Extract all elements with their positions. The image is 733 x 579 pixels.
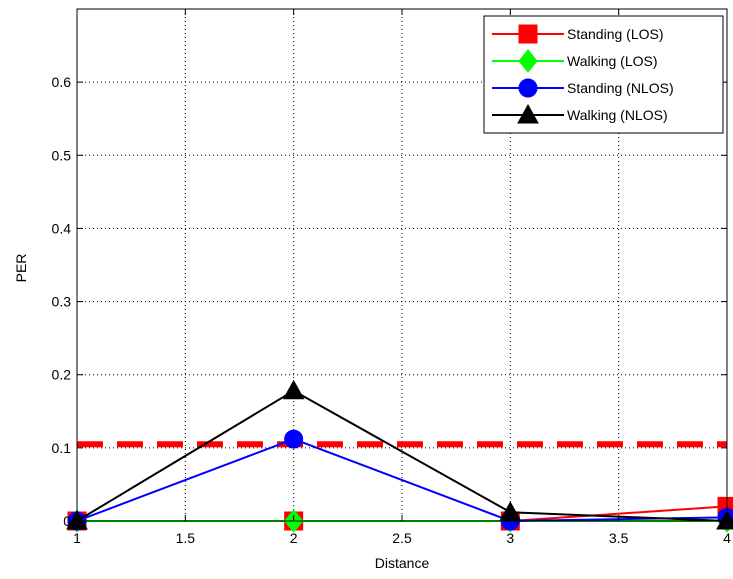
y-tick-label: 0.3 [52,294,72,310]
legend-marker [518,49,538,73]
y-tick-label: 0.4 [52,220,72,236]
legend-entry: Standing (NLOS) [492,78,674,98]
x-tick-label: 1 [73,530,81,546]
legend-label: Standing (LOS) [567,26,664,42]
y-tick-label: 0 [63,513,71,529]
x-tick-label: 1.5 [176,530,196,546]
legend-marker [518,24,538,44]
legend-label: Walking (LOS) [567,53,658,69]
data-point-marker [716,509,733,530]
legend: Standing (LOS) Walking (LOS) Standing (NLO… [483,15,724,134]
x-axis-label: Distance [375,555,430,571]
x-tick-label: 2 [290,530,298,546]
legend-entry: Standing (LOS) [492,24,664,44]
legend-marker [518,78,538,98]
legend-label: Standing (NLOS) [567,80,674,96]
x-tick-label: 3.5 [609,530,629,546]
legend-label: Walking (NLOS) [567,107,668,123]
x-tick-label: 3 [506,530,514,546]
y-tick-label: 0.1 [52,440,72,456]
data-point-marker [284,429,304,449]
x-tick-label: 2.5 [392,530,412,546]
legend-marker [517,103,539,124]
y-axis-label: PER [13,254,29,283]
tick-layer: 1 1.5 2 2.5 3 3.5 4 0 0.1 0.2 0.3 0.4 0.5 0.6 [52,9,731,546]
y-tick-label: 0.5 [52,147,72,163]
data-point-marker [282,379,305,400]
x-tick-label: 4 [723,530,731,546]
y-tick-label: 0.6 [52,74,72,90]
grid-lines [77,9,727,521]
legend-entry: Walking (NLOS) [492,103,668,124]
y-tick-label: 0.2 [52,367,72,383]
legend-entry: Walking (LOS) [492,49,658,73]
